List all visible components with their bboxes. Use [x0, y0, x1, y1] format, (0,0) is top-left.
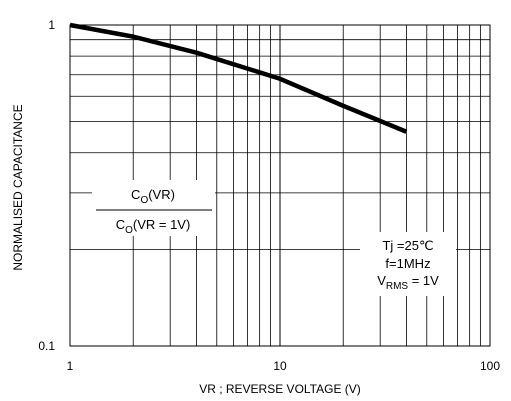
x-tick-label: 100 [480, 359, 500, 373]
condition-vrms: VRMS = 1V [377, 273, 439, 292]
ratio-annotation-background [92, 180, 215, 236]
condition-frequency: f=1MHz [385, 256, 430, 271]
cond-v-sub: RMS [386, 281, 409, 292]
x-axis-label: VR ; REVERSE VOLTAGE (V) [199, 382, 361, 396]
y-tick-label: 0.1 [38, 339, 55, 353]
cond-v-tail: = 1V [408, 273, 439, 288]
tick-labels: 1 10 100 0.1 1 [38, 18, 500, 373]
cond-v-main: V [377, 273, 386, 288]
ratio-denominator: CO(VR = 1V) [116, 217, 191, 236]
ratio-num-main: C [131, 187, 140, 202]
y-tick-label: 1 [48, 18, 55, 32]
ratio-num-tail: (VR) [148, 187, 175, 202]
series-line [69, 22, 408, 134]
ratio-numerator: CO(VR) [131, 187, 175, 206]
condition-temperature: Tj =25℃ [382, 238, 433, 253]
conditions-annotation-background [360, 232, 456, 296]
plot-frame [69, 24, 491, 347]
x-tick-label: 1 [67, 359, 74, 373]
ratio-den-sub: O [125, 225, 133, 236]
ratio-den-tail: (VR = 1V) [133, 217, 190, 232]
ratio-num-sub: O [140, 195, 148, 206]
y-axis-label: NORMALISED CAPACITANCE [11, 104, 25, 270]
ratio-den-main: C [116, 217, 125, 232]
grid-lines [70, 25, 490, 346]
x-tick-label: 10 [273, 359, 287, 373]
series-lines [69, 22, 408, 134]
